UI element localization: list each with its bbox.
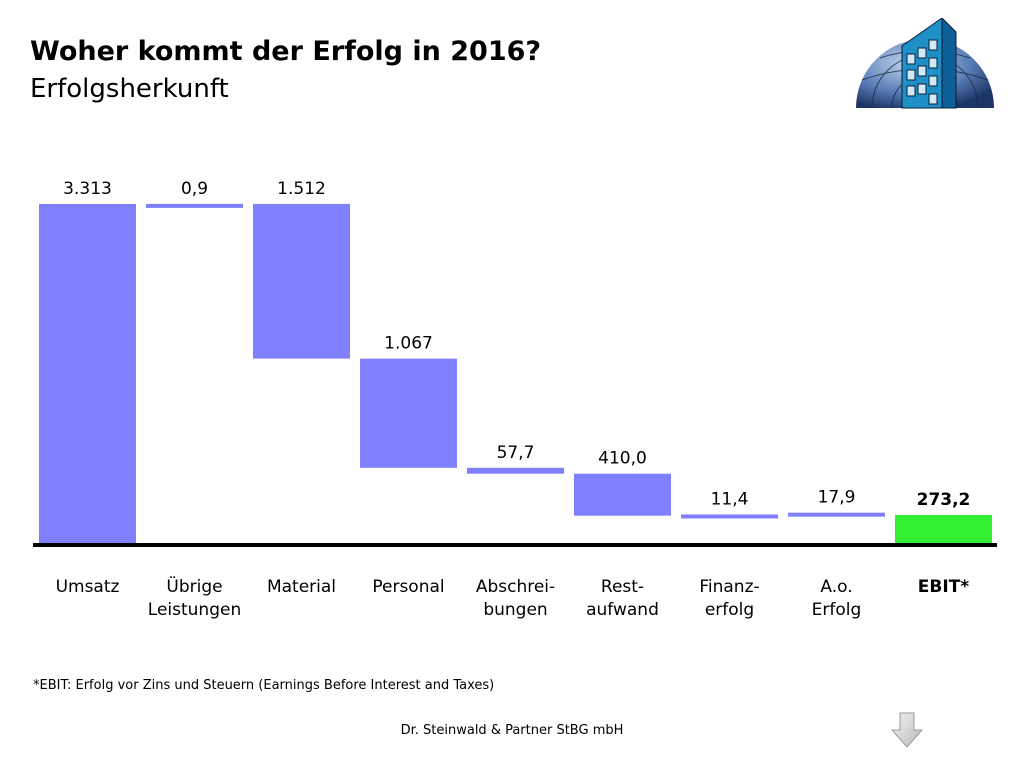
- bar-umsatz: [39, 204, 136, 543]
- category-label-abschrei-bungen: Abschrei-bungen: [476, 577, 555, 620]
- bar-material: [253, 203, 350, 359]
- value-label-umsatz: 3.313: [63, 179, 112, 199]
- category-label-a-o-erfolg: A.o. Erfolg: [812, 577, 862, 620]
- bar-abschrei-bungen: [467, 467, 564, 474]
- value-label-ebit: 273,2: [917, 490, 971, 510]
- footnote: *EBIT: Erfolg vor Zins und Steuern (Earn…: [33, 678, 495, 693]
- bar-personal: [360, 358, 457, 468]
- category-label-personal: Personal: [372, 577, 444, 597]
- category-label-finanz-erfolg: Finanz-erfolg: [699, 577, 759, 620]
- footer-text: Dr. Steinwald & Partner StBG mbH: [400, 723, 624, 738]
- value-label-übrige-leistungen: 0,9: [181, 179, 208, 199]
- page-title: Woher kommt der Erfolg in 2016?: [30, 36, 542, 67]
- category-label-ebit: EBIT*: [918, 577, 969, 597]
- waterfall-chart: 3.313 0,9 1.512 1.067 57,7 410,0 11,4 17,9 273,2…: [33, 179, 997, 620]
- bar-übrige-leistungen: [146, 203, 243, 208]
- category-label-material: Material: [267, 577, 336, 597]
- value-label-a-o-erfolg: 17,9: [818, 488, 856, 508]
- value-label-abschrei-bungen: 57,7: [497, 443, 535, 463]
- bar-ebit: [895, 515, 992, 543]
- page-subtitle: Erfolgsherkunft: [30, 74, 229, 104]
- value-label-personal: 1.067: [384, 334, 433, 354]
- bar-finanz-erfolg: [681, 514, 778, 519]
- value-label-finanz-erfolg: 11,4: [711, 489, 749, 509]
- bar-a-o-erfolg: [788, 512, 885, 517]
- value-label-material: 1.512: [277, 179, 326, 199]
- arrow-down-icon[interactable]: [890, 712, 924, 752]
- category-label-rest-aufwand: Rest-aufwand: [586, 577, 659, 620]
- bar-rest-aufwand: [574, 473, 671, 516]
- value-label-rest-aufwand: 410,0: [598, 449, 647, 469]
- category-label-übrige-leistungen: Übrige Leistungen: [148, 575, 241, 620]
- category-label-umsatz: Umsatz: [56, 577, 120, 597]
- globe-building-logo-icon: [852, 16, 998, 116]
